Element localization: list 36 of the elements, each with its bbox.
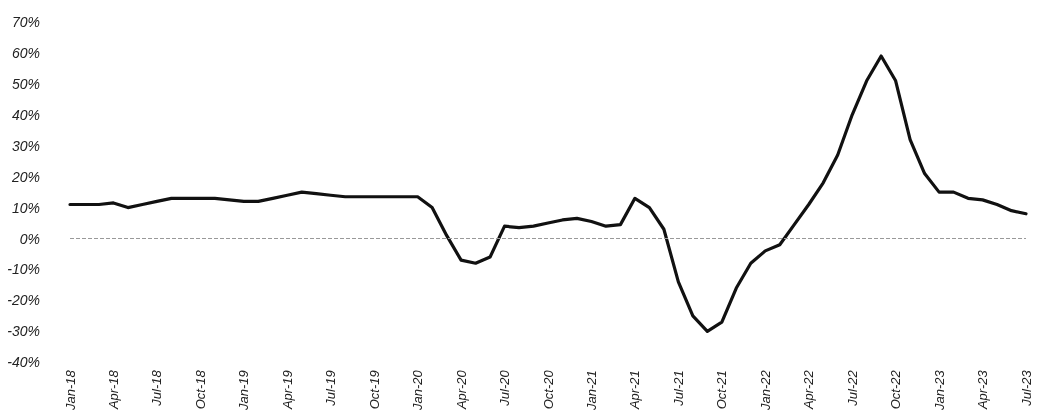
y-tick-label: -40% [7,354,40,371]
y-tick-label: 60% [11,44,40,61]
x-tick-label: Jul-18 [149,369,165,407]
line-series [68,54,1028,333]
x-tick-label: Jan-18 [62,369,78,411]
x-tick-label: Jul-19 [323,370,339,407]
x-tick-label: Jul-21 [670,370,686,407]
x-tick-label: Oct-21 [714,370,730,410]
x-tick-label: Jul-22 [844,369,860,407]
y-tick-label: -10% [7,261,40,278]
x-tick-label: Jan-22 [757,369,773,411]
x-tick-label: Apr-23 [975,369,991,411]
x-tick-label: Oct-18 [192,369,208,410]
y-tick-label: 30% [11,137,40,154]
x-tick-label: Oct-19 [366,370,382,410]
x-tick-label: Apr-20 [453,369,469,411]
y-tick-label: -30% [7,323,40,340]
x-tick-label: Jan-20 [410,369,426,411]
y-tick-label: 50% [11,75,40,92]
x-tick-label: Oct-22 [888,369,904,410]
y-tick-label: 40% [11,106,40,123]
x-tick-label: Apr-18 [105,369,121,411]
x-tick-label: Apr-22 [801,369,817,411]
x-tick-label: Jan-19 [236,370,252,411]
x-tick-label: Jan-21 [583,370,599,411]
x-tick-label: Jul-23 [1018,369,1034,407]
x-tick-label: Apr-21 [627,370,643,411]
y-tick-label: -20% [7,292,40,309]
y-tick-label: 0% [19,230,40,247]
x-tick-label: Jan-23 [931,369,947,411]
y-tick-label: 20% [10,168,40,185]
x-tick-label: Jul-20 [497,369,513,407]
y-tick-label: 10% [11,199,40,216]
x-tick-label: Apr-19 [279,370,295,411]
y-tick-label: 70% [11,14,40,30]
x-tick-label: Oct-20 [540,369,556,410]
